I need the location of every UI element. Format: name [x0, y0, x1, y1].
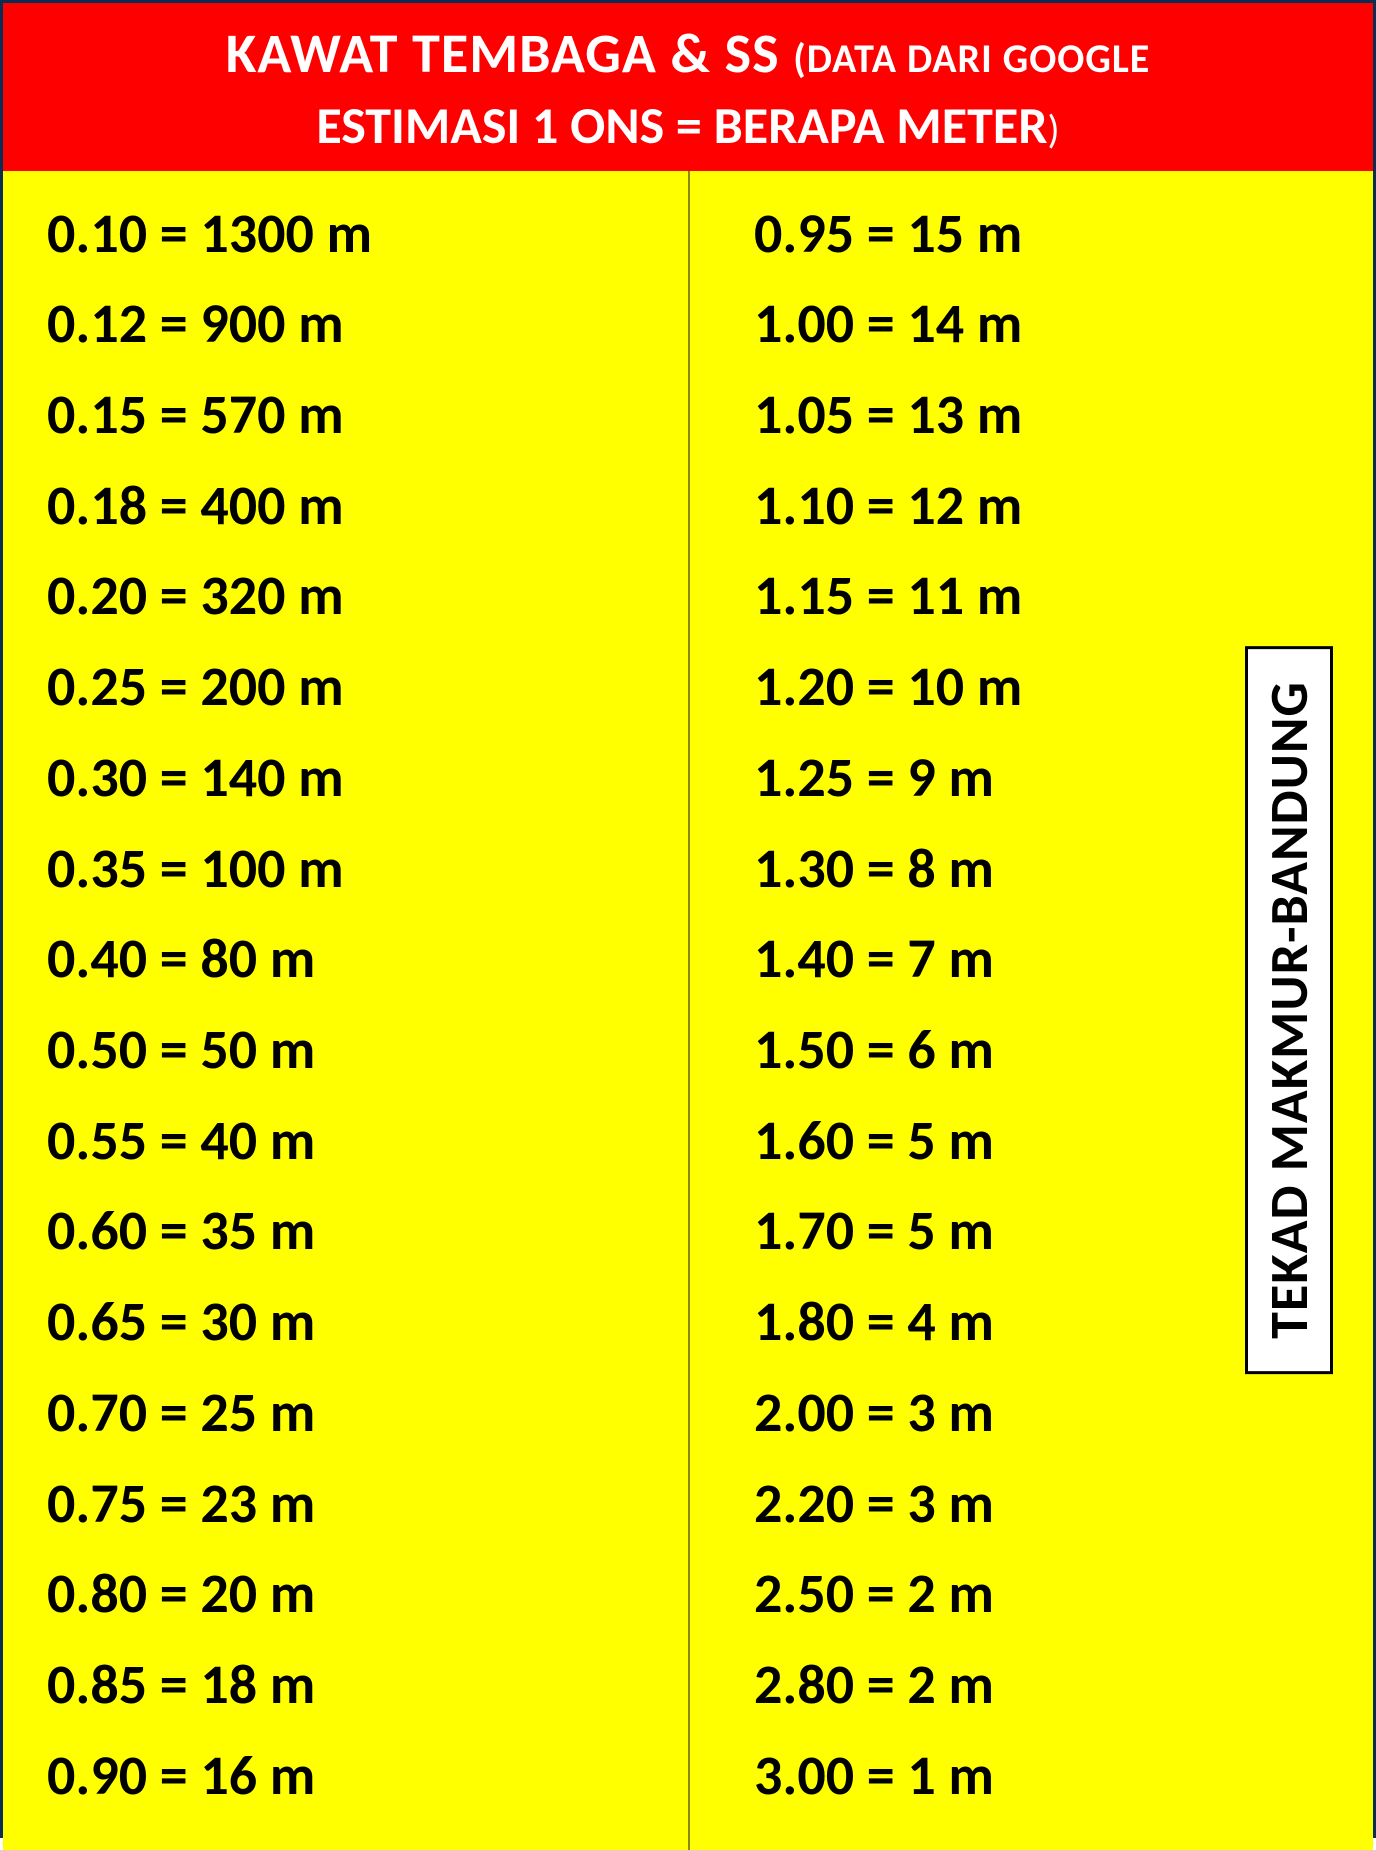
table-row: 0.12 = 900 m: [47, 279, 688, 370]
table-row: 0.15 = 570 m: [47, 370, 688, 461]
header: KAWAT TEMBAGA & SS (DATA DARI GOOGLE EST…: [3, 3, 1373, 171]
table-row: 0.10 = 1300 m: [47, 189, 688, 280]
header-line-1: KAWAT TEMBAGA & SS (DATA DARI GOOGLE: [23, 21, 1353, 88]
table-row: 0.80 = 20 m: [47, 1549, 688, 1640]
table-row: 3.00 = 1 m: [754, 1731, 1373, 1822]
table-row: 1.10 = 12 m: [754, 461, 1373, 552]
table-row: 1.00 = 14 m: [754, 279, 1373, 370]
table-row: 0.90 = 16 m: [47, 1731, 688, 1822]
table-row: 1.15 = 11 m: [754, 551, 1373, 642]
header-line-2: ESTIMASI 1 ONS = BERAPA METER): [23, 94, 1353, 156]
title-sub: (DATA DARI GOOGLE: [793, 34, 1150, 83]
table-row: 2.00 = 3 m: [754, 1368, 1373, 1459]
table-row: 0.95 = 15 m: [754, 189, 1373, 280]
table-row: 0.18 = 400 m: [47, 461, 688, 552]
table-row: 2.50 = 2 m: [754, 1549, 1373, 1640]
table-row: 2.80 = 2 m: [754, 1640, 1373, 1731]
table-row: 0.85 = 18 m: [47, 1640, 688, 1731]
table-row: 1.05 = 13 m: [754, 370, 1373, 461]
left-column: 0.10 = 1300 m0.12 = 900 m0.15 = 570 m0.1…: [3, 171, 688, 1850]
line2-main: ESTIMASI 1 ONS = BERAPA METER: [316, 93, 1047, 157]
wire-length-card: KAWAT TEMBAGA & SS (DATA DARI GOOGLE EST…: [0, 0, 1376, 1838]
watermark-box: TEKAD MAKMUR-BANDUNG: [1245, 646, 1333, 1374]
table-row: 0.20 = 320 m: [47, 551, 688, 642]
table-row: 0.40 = 80 m: [47, 914, 688, 1005]
table-row: 0.25 = 200 m: [47, 642, 688, 733]
table-row: 0.50 = 50 m: [47, 1005, 688, 1096]
table-row: 0.35 = 100 m: [47, 824, 688, 915]
title-main: KAWAT TEMBAGA & SS: [226, 20, 780, 88]
watermark-text: TEKAD MAKMUR-BANDUNG: [1256, 681, 1322, 1339]
table-row: 2.20 = 3 m: [754, 1459, 1373, 1550]
table-row: 0.75 = 23 m: [47, 1459, 688, 1550]
table-body: 0.10 = 1300 m0.12 = 900 m0.15 = 570 m0.1…: [3, 171, 1373, 1850]
table-row: 0.65 = 30 m: [47, 1277, 688, 1368]
table-row: 0.70 = 25 m: [47, 1368, 688, 1459]
table-row: 0.60 = 35 m: [47, 1186, 688, 1277]
table-row: 0.55 = 40 m: [47, 1096, 688, 1187]
line2-paren: ): [1047, 105, 1059, 154]
table-row: 0.30 = 140 m: [47, 733, 688, 824]
